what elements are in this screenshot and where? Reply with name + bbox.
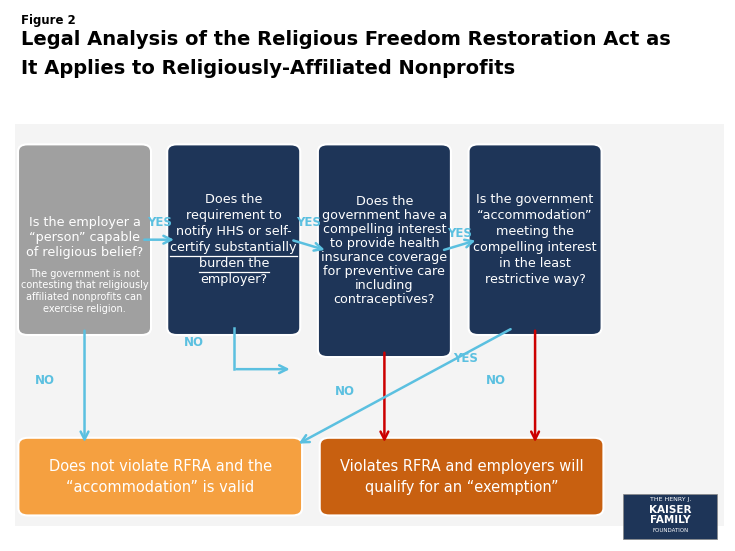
Text: NO: NO — [486, 374, 506, 387]
Text: insurance coverage: insurance coverage — [321, 251, 448, 264]
Text: Does the: Does the — [356, 195, 413, 208]
FancyBboxPatch shape — [320, 437, 603, 516]
Text: Violates RFRA and employers will: Violates RFRA and employers will — [340, 458, 584, 474]
Text: compelling interest: compelling interest — [473, 241, 597, 254]
FancyBboxPatch shape — [318, 144, 451, 357]
Text: THE HENRY J.: THE HENRY J. — [650, 496, 691, 501]
Text: NO: NO — [335, 385, 355, 398]
Text: contraceptives?: contraceptives? — [334, 293, 435, 306]
FancyBboxPatch shape — [623, 494, 717, 539]
Text: Is the government: Is the government — [476, 193, 594, 206]
Text: requirement to: requirement to — [186, 209, 282, 222]
Text: notify HHS or self-: notify HHS or self- — [176, 225, 292, 238]
Text: NO: NO — [184, 337, 204, 349]
Text: meeting the: meeting the — [496, 225, 574, 238]
Text: NO: NO — [35, 374, 55, 387]
Text: It Applies to Religiously-Affiliated Nonprofits: It Applies to Religiously-Affiliated Non… — [21, 59, 514, 78]
Text: YES: YES — [147, 215, 171, 229]
Text: Figure 2: Figure 2 — [21, 14, 75, 27]
Text: restrictive way?: restrictive way? — [484, 273, 586, 286]
Text: compelling interest: compelling interest — [323, 223, 446, 236]
Text: for preventive care: for preventive care — [323, 265, 445, 278]
Text: certify substantially: certify substantially — [171, 241, 297, 254]
Text: exercise religion.: exercise religion. — [43, 304, 126, 314]
FancyBboxPatch shape — [18, 437, 302, 516]
Text: KAISER: KAISER — [649, 505, 692, 515]
Text: employer?: employer? — [200, 273, 268, 286]
FancyBboxPatch shape — [167, 144, 300, 335]
Text: in the least: in the least — [499, 257, 571, 270]
Text: to provide health: to provide health — [329, 237, 440, 250]
Text: The government is not: The government is not — [29, 269, 140, 279]
Text: “person” capable: “person” capable — [29, 231, 140, 244]
Text: qualify for an “exemption”: qualify for an “exemption” — [365, 479, 559, 495]
Text: government have a: government have a — [322, 209, 447, 222]
FancyBboxPatch shape — [468, 144, 601, 335]
Text: contesting that religiously: contesting that religiously — [21, 280, 148, 290]
FancyBboxPatch shape — [18, 144, 151, 335]
Text: FAMILY: FAMILY — [650, 515, 691, 525]
Text: Is the employer a: Is the employer a — [29, 215, 140, 229]
FancyBboxPatch shape — [15, 124, 724, 526]
Text: Does the: Does the — [205, 193, 262, 206]
Text: Legal Analysis of the Religious Freedom Restoration Act as: Legal Analysis of the Religious Freedom … — [21, 30, 670, 49]
Text: affiliated nonprofits can: affiliated nonprofits can — [26, 292, 143, 302]
Text: “accommodation” is valid: “accommodation” is valid — [66, 479, 254, 495]
Text: of religious belief?: of religious belief? — [26, 246, 143, 260]
Text: YES: YES — [448, 226, 472, 240]
Text: including: including — [355, 279, 414, 293]
Text: burden the: burden the — [198, 257, 269, 270]
Text: YES: YES — [297, 215, 321, 229]
Text: “accommodation”: “accommodation” — [477, 209, 593, 222]
Text: YES: YES — [453, 352, 478, 365]
Text: FOUNDATION: FOUNDATION — [652, 528, 689, 533]
Text: Does not violate RFRA and the: Does not violate RFRA and the — [49, 458, 272, 474]
